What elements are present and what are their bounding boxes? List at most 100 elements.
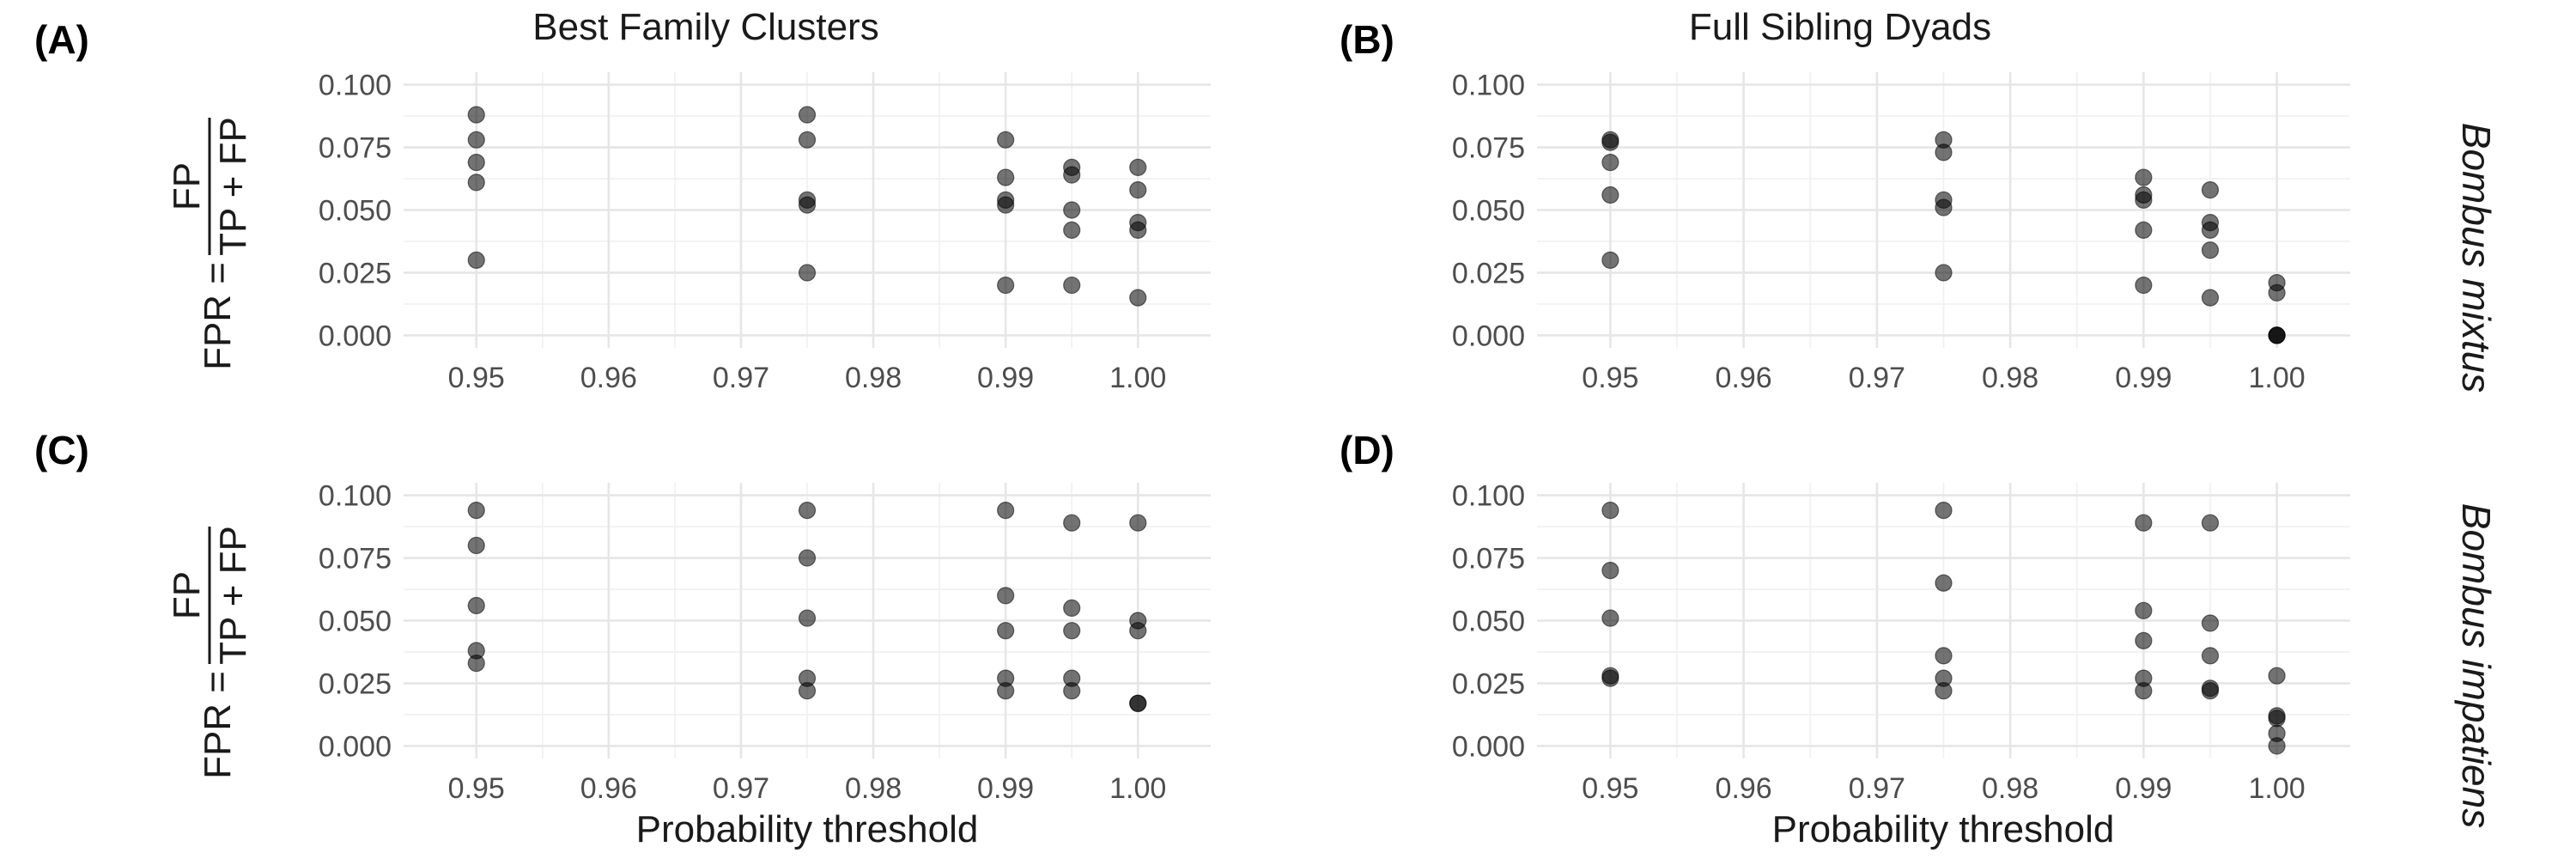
data-point xyxy=(467,655,485,673)
y-axis-title-numerator: FP xyxy=(166,162,208,210)
data-point xyxy=(798,609,817,627)
y-tick-label: 0.025 xyxy=(1452,667,1525,700)
data-point xyxy=(2201,647,2220,665)
data-point xyxy=(1935,501,1953,520)
data-point xyxy=(798,106,817,124)
data-point xyxy=(1601,251,1619,269)
x-tick-label: 0.97 xyxy=(1849,362,1905,394)
data-point xyxy=(1601,153,1619,172)
data-point xyxy=(997,131,1015,149)
x-tick-label: 0.95 xyxy=(448,772,505,805)
data-point xyxy=(2201,614,2220,632)
data-point xyxy=(798,549,817,567)
data-point xyxy=(1935,264,1953,282)
data-point xyxy=(997,168,1015,186)
data-point xyxy=(1935,647,1953,665)
x-tick-label: 0.99 xyxy=(977,362,1034,394)
x-tick-label: 1.00 xyxy=(2249,772,2306,805)
x-tick-label: 0.96 xyxy=(580,772,637,805)
y-tick-label: 0.000 xyxy=(319,320,392,352)
y-tick-label: 0.075 xyxy=(319,543,392,576)
y-axis-title-denominator: TP + FP xyxy=(212,526,254,665)
y-axis-title-prefix: FPR = xyxy=(197,262,239,370)
data-point xyxy=(997,276,1015,295)
x-axis-title-left: Probability threshold xyxy=(636,808,979,850)
row-strip-top: Bombus mixtus xyxy=(2454,123,2499,393)
panel-d: 0.000 0.025 0.050 0.075 0.100 0.95 0.96 0.97 0.9… xyxy=(1452,480,2350,805)
y-tick-label: 0.075 xyxy=(1452,132,1525,165)
data-point xyxy=(1063,622,1081,640)
panel-label-d: (D) xyxy=(1340,428,1394,472)
data-point xyxy=(2135,168,2153,186)
y-tick-label: 0.100 xyxy=(1452,480,1525,513)
y-axis-title-denominator: TP + FP xyxy=(212,117,254,256)
column-title-right: Full Sibling Dyads xyxy=(1689,6,1991,48)
data-point xyxy=(2135,682,2153,700)
data-point xyxy=(467,251,485,269)
x-tick-label: 0.97 xyxy=(713,362,769,394)
data-point xyxy=(2201,221,2220,239)
x-tick-label: 0.99 xyxy=(2115,362,2172,394)
data-point xyxy=(2268,326,2286,344)
panel-b: 0.000 0.025 0.050 0.075 0.100 0.95 0.96 0.97 0.9… xyxy=(1452,70,2350,394)
data-point xyxy=(1063,514,1081,532)
panel-label-b: (B) xyxy=(1340,17,1394,62)
data-point xyxy=(2135,191,2153,209)
data-point xyxy=(1935,198,1953,216)
data-point xyxy=(997,622,1015,640)
data-point xyxy=(2201,289,2220,307)
data-point xyxy=(2201,514,2220,532)
y-tick-label: 0.000 xyxy=(1452,320,1525,352)
data-point xyxy=(1601,609,1619,627)
data-point xyxy=(2268,737,2286,755)
row-strip-bottom: Bombus impatiens xyxy=(2454,503,2499,828)
y-tick-label: 0.025 xyxy=(319,257,392,289)
data-point xyxy=(1129,289,1147,307)
y-tick-label: 0.075 xyxy=(1452,543,1525,576)
y-axis-title-numerator: FP xyxy=(166,571,208,619)
y-tick-label: 0.075 xyxy=(319,132,392,165)
data-point xyxy=(1935,682,1953,700)
data-point xyxy=(1601,186,1619,204)
panel-label-c: (C) xyxy=(34,428,89,472)
y-tick-label: 0.000 xyxy=(319,730,392,763)
y-tick-label: 0.050 xyxy=(319,195,392,228)
data-point xyxy=(467,153,485,172)
data-point xyxy=(1063,166,1081,184)
y-tick-label: 0.100 xyxy=(319,70,392,102)
data-point xyxy=(1063,276,1081,295)
x-tick-label: 1.00 xyxy=(1109,772,1166,805)
x-tick-label: 1.00 xyxy=(1109,362,1166,394)
x-tick-label: 0.98 xyxy=(845,772,902,805)
data-point xyxy=(1129,158,1147,176)
y-tick-label: 0.000 xyxy=(1452,730,1525,763)
data-point xyxy=(467,536,485,555)
data-point xyxy=(1601,501,1619,520)
x-tick-label: 0.99 xyxy=(977,772,1034,805)
x-tick-label: 1.00 xyxy=(2249,362,2306,394)
data-point xyxy=(1129,694,1147,712)
data-point xyxy=(2135,631,2153,649)
data-point xyxy=(2268,710,2286,728)
data-point xyxy=(997,196,1015,214)
data-point xyxy=(798,682,817,700)
x-tick-label: 0.98 xyxy=(1982,362,2038,394)
data-point xyxy=(1129,221,1147,239)
x-tick-label: 0.95 xyxy=(1582,362,1638,394)
x-axis-title-right: Probability threshold xyxy=(1772,808,2115,850)
x-tick-label: 0.97 xyxy=(713,772,769,805)
panel-c: 0.000 0.025 0.050 0.075 0.100 0.95 0.96 0.97 0.9… xyxy=(319,480,1211,805)
data-point xyxy=(467,131,485,149)
data-point xyxy=(2268,283,2286,302)
data-point xyxy=(1063,221,1081,239)
x-tick-label: 0.99 xyxy=(2115,772,2172,805)
data-point xyxy=(2135,601,2153,619)
x-tick-label: 0.96 xyxy=(1716,772,1772,805)
data-point xyxy=(467,174,485,192)
panel-a: 0.000 0.025 0.050 0.075 0.100 0.95 0.96 0.97 0.9… xyxy=(319,70,1211,394)
data-point xyxy=(1601,562,1619,580)
y-axis-title-top: FPR = FP TP + FP xyxy=(166,117,254,370)
data-point xyxy=(1063,599,1081,618)
data-point xyxy=(1129,181,1147,199)
